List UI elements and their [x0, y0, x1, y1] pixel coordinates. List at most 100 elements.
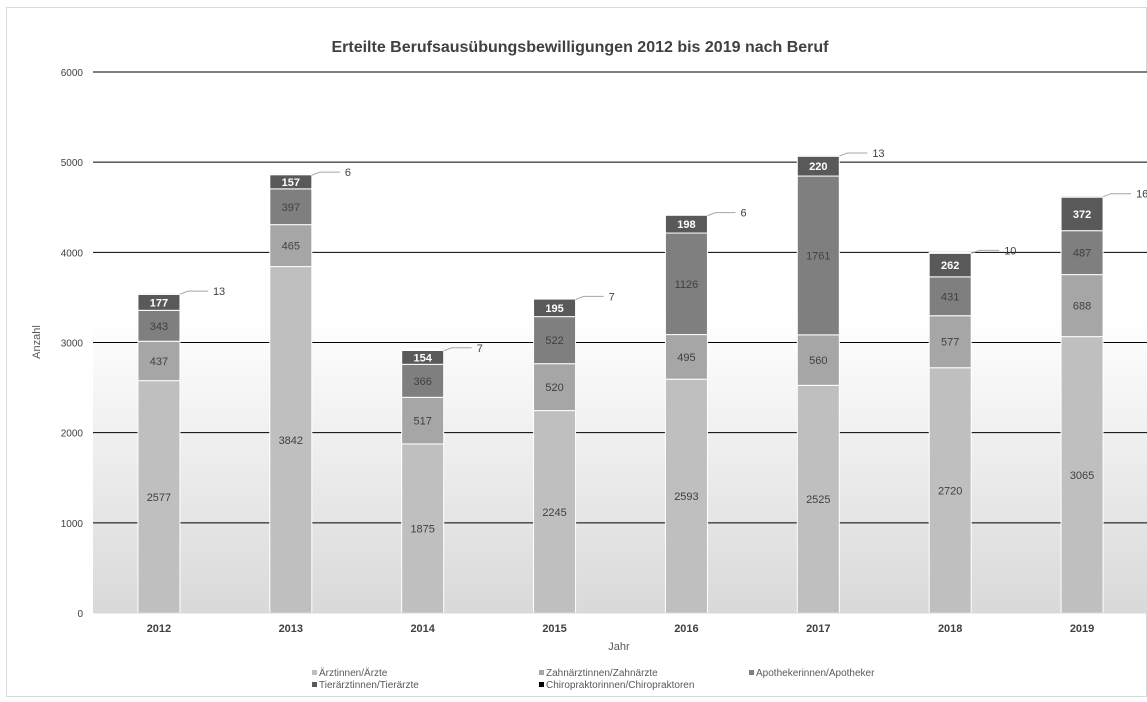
callout-label: 13: [872, 148, 884, 160]
bar-segment: [796, 384, 840, 614]
callout-leader: [443, 347, 472, 352]
data-label: 2593: [674, 491, 698, 503]
callout-leader: [839, 152, 868, 157]
bar-segment: [401, 443, 445, 614]
x-tick-label: 2014: [410, 623, 435, 635]
callout-label: 6: [345, 167, 351, 179]
data-label: 195: [545, 303, 563, 315]
callout-label: 7: [609, 291, 615, 303]
gridlines: [93, 71, 1147, 524]
data-label: 522: [545, 335, 563, 347]
legend-swatch: [539, 670, 544, 675]
callout-label: 6: [740, 208, 746, 220]
data-label: 577: [941, 337, 959, 349]
bar-segment: [1060, 195, 1104, 198]
legend-swatch: [312, 670, 317, 675]
callout-label: 7: [477, 343, 483, 355]
data-label: 177: [150, 297, 168, 309]
x-tick-label: 2017: [806, 623, 830, 635]
data-label: 1875: [410, 523, 434, 535]
data-label: 2720: [938, 485, 962, 497]
bar-segment: [137, 340, 181, 382]
x-tick-label: 2018: [938, 623, 962, 635]
legend-label: Apothekerinnen/Apotheker: [756, 668, 875, 679]
chart-title: Erteilte Berufsausübungsbewilligungen 20…: [331, 39, 829, 56]
data-label: 397: [282, 202, 300, 214]
x-tick-label: 2012: [147, 623, 171, 635]
callout-label: 16: [1136, 189, 1147, 201]
data-label: 1126: [675, 279, 699, 291]
bar-segment: [269, 188, 313, 226]
bar-segment: [928, 251, 972, 254]
legend-label: Ärztinnen/Ärzte: [319, 667, 388, 679]
bar-segment: [928, 276, 972, 317]
y-axis-title: Anzahl: [31, 325, 43, 359]
legend-swatch: [312, 682, 317, 687]
data-labels: 2577 437 343 177 13 3842 465 397 157 6 1875 517 366 1…: [147, 148, 1147, 535]
data-label: 487: [1073, 248, 1091, 260]
bar-segment: [664, 214, 708, 216]
x-tick-label: 2016: [674, 623, 698, 635]
x-tick-label: 2013: [279, 623, 303, 635]
data-label: 372: [1073, 209, 1091, 221]
data-label: 198: [677, 219, 695, 231]
data-label: 2577: [147, 492, 171, 504]
bar-segment: [796, 334, 840, 386]
y-tick-label: 0: [77, 609, 83, 620]
bar-segment: [401, 363, 445, 398]
bar-segment: [137, 292, 181, 295]
x-axis-title: Jahr: [608, 641, 630, 653]
data-label: 437: [150, 356, 168, 368]
data-label: 495: [677, 352, 695, 364]
legend: Ärztinnen/Ärzte Zahnärztinnen/Zahnärzte Ap…: [312, 667, 875, 691]
x-tick-label: 2015: [542, 623, 566, 635]
callout-leader: [311, 171, 340, 176]
data-label: 154: [414, 352, 433, 364]
callout-leader: [971, 249, 1000, 254]
y-tick-label: 5000: [61, 158, 84, 169]
callout-leader: [575, 295, 604, 300]
y-tick-label: 3000: [61, 339, 84, 350]
data-label: 520: [545, 382, 563, 394]
callout-leader: [707, 212, 736, 217]
chart-frame: 2577 437 343 177 13 3842 465 397 157 6 1875 517 366 1…: [6, 7, 1147, 697]
data-label: 465: [282, 241, 300, 253]
data-label: 688: [1073, 301, 1091, 313]
y-tick-label: 4000: [61, 248, 84, 259]
legend-swatch: [539, 682, 544, 687]
axes: 0 1000 2000 3000 4000 5000 6000 2012 2013 2014 201…: [61, 68, 1147, 635]
bar-segment: [796, 154, 840, 157]
legend-swatch: [749, 670, 754, 675]
bar-segment: [533, 410, 577, 614]
x-tick-label: 2019: [1070, 623, 1094, 635]
y-tick-label: 2000: [61, 429, 84, 440]
data-label: 517: [414, 416, 432, 428]
data-label: 2525: [806, 494, 830, 506]
bar-segment: [664, 232, 708, 336]
data-label: 3065: [1070, 470, 1094, 482]
bar-segment: [269, 173, 313, 176]
data-label: 1761: [806, 250, 830, 262]
data-label: 3842: [279, 435, 303, 447]
data-label: 2245: [542, 507, 566, 519]
y-tick-label: 6000: [61, 68, 84, 79]
data-label: 366: [414, 376, 432, 388]
callout-label: 10: [1004, 245, 1016, 257]
data-label: 431: [941, 291, 959, 303]
y-tick-label: 1000: [61, 519, 84, 530]
data-label: 262: [941, 260, 959, 272]
data-label: 343: [150, 321, 168, 333]
bar-segment: [401, 396, 445, 445]
legend-label: Tierärztinnen/Tierärzte: [319, 680, 419, 691]
legend-label: Chiropraktorinnen/Chiropraktoren: [546, 680, 694, 691]
data-label: 560: [809, 355, 827, 367]
legend-label: Zahnärztinnen/Zahnärzte: [546, 668, 658, 679]
data-label: 220: [809, 161, 827, 173]
bar-segment: [533, 297, 577, 300]
bar-segment: [796, 175, 840, 336]
chart-svg: 2577 437 343 177 13 3842 465 397 157 6 1875 517 366 1…: [31, 39, 1147, 691]
callout-label: 13: [213, 286, 225, 298]
callout-leader: [1102, 193, 1132, 198]
bar-segment: [401, 349, 445, 351]
bar-segment: [1060, 336, 1104, 614]
